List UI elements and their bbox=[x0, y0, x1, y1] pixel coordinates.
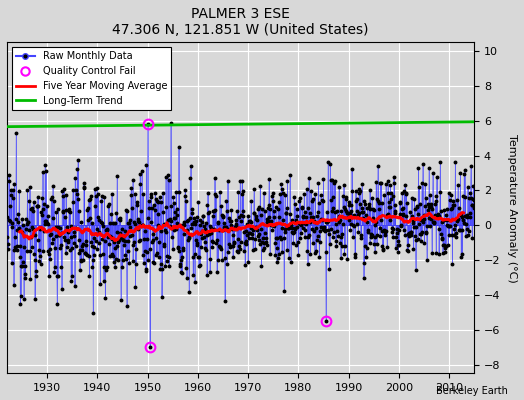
Legend: Raw Monthly Data, Quality Control Fail, Five Year Moving Average, Long-Term Tren: Raw Monthly Data, Quality Control Fail, … bbox=[12, 47, 171, 110]
Y-axis label: Temperature Anomaly (°C): Temperature Anomaly (°C) bbox=[507, 134, 517, 282]
Title: PALMER 3 ESE
47.306 N, 121.851 W (United States): PALMER 3 ESE 47.306 N, 121.851 W (United… bbox=[112, 7, 369, 37]
Text: Berkeley Earth: Berkeley Earth bbox=[436, 386, 508, 396]
